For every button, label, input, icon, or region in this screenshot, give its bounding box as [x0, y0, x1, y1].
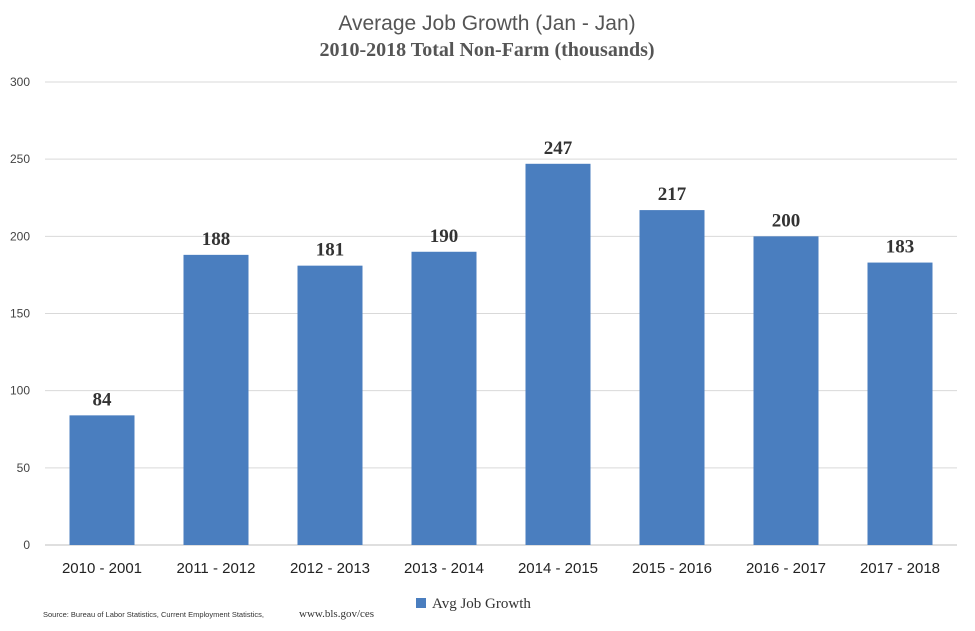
data-label: 217	[658, 184, 687, 205]
bar	[411, 251, 477, 545]
x-tick-label: 2011 - 2012	[177, 560, 256, 577]
x-tick-label: 2010 - 2001	[62, 560, 142, 577]
y-tick-label: 250	[10, 152, 30, 166]
bar	[69, 415, 135, 545]
source-note: Source: Bureau of Labor Statistics, Curr…	[43, 610, 264, 619]
y-tick-label: 0	[23, 538, 30, 552]
data-label: 188	[202, 229, 231, 250]
y-tick-label: 300	[10, 75, 30, 89]
y-tick-label: 100	[10, 384, 30, 398]
x-tick-label: 2016 - 2017	[746, 560, 826, 577]
y-tick-label: 50	[17, 461, 31, 475]
legend-swatch	[416, 598, 426, 608]
bar	[525, 163, 591, 545]
chart-title: Average Job Growth (Jan - Jan)	[338, 12, 635, 35]
bar	[867, 262, 933, 545]
data-label: 181	[316, 240, 345, 261]
y-axis-ticks: 0 50 100 150 200 250 300	[10, 75, 30, 552]
x-tick-label: 2015 - 2016	[632, 560, 712, 577]
data-label: 247	[544, 138, 573, 159]
x-tick-label: 2014 - 2015	[518, 560, 598, 577]
x-tick-label: 2012 - 2013	[290, 560, 370, 577]
bar	[183, 254, 249, 545]
data-labels: 84 188 181 190 247 217 200 183	[93, 138, 915, 411]
x-axis-categories: 2010 - 2001 2011 - 2012 2012 - 2013 2013 - …	[62, 560, 940, 577]
source-url: www.bls.gov/ces	[299, 608, 374, 620]
y-tick-label: 200	[10, 229, 30, 243]
bar	[297, 265, 363, 545]
bar	[639, 210, 705, 545]
x-tick-label: 2013 - 2014	[404, 560, 484, 577]
bar	[753, 236, 819, 546]
x-tick-label: 2017 - 2018	[860, 560, 940, 577]
y-tick-label: 150	[10, 307, 30, 321]
data-label: 183	[886, 237, 915, 258]
legend-label: Avg Job Growth	[432, 596, 531, 612]
chart-subtitle: 2010-2018 Total Non-Farm (thousands)	[319, 39, 654, 61]
data-label: 190	[430, 226, 459, 247]
bars	[69, 163, 933, 546]
data-label: 200	[772, 210, 801, 231]
data-label: 84	[93, 389, 113, 410]
